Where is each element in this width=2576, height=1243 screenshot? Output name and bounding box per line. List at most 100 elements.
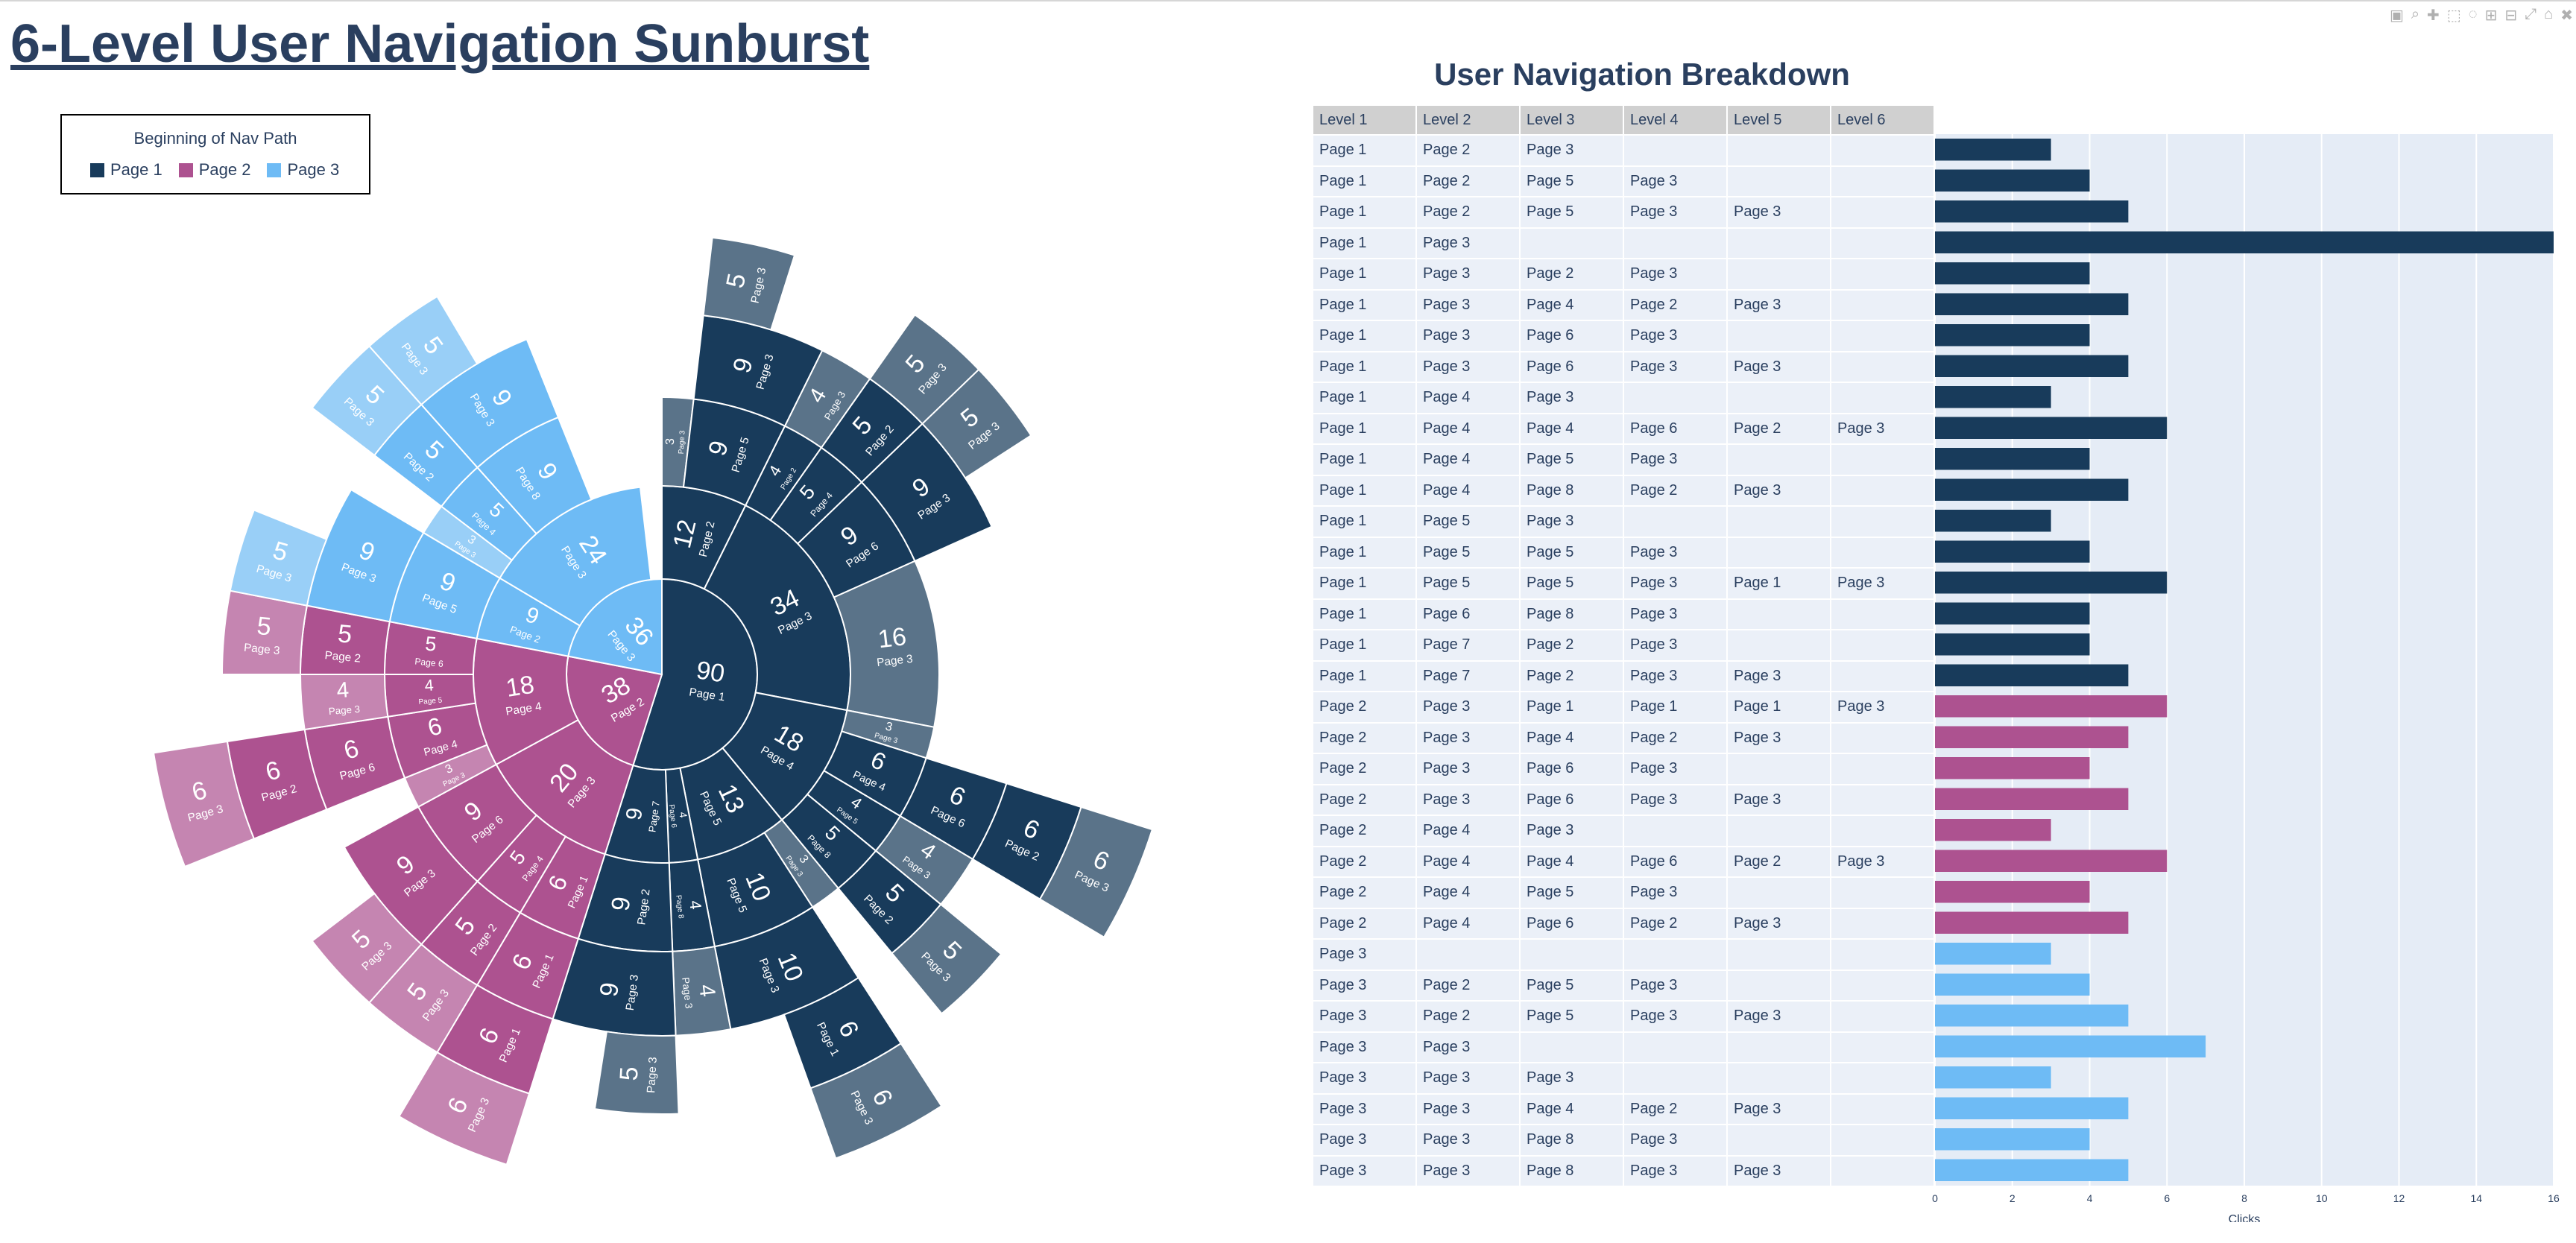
camera-icon[interactable]: ▣ [2389, 7, 2404, 24]
bar[interactable] [1935, 200, 2129, 223]
sunburst-wedge[interactable] [311, 892, 423, 1004]
sunburst-wedge[interactable] [368, 295, 479, 406]
sunburst-wedge[interactable] [702, 236, 796, 331]
bar[interactable] [1935, 386, 2051, 408]
sunburst-wedge[interactable] [229, 509, 328, 607]
sunburst-wedge[interactable] [1038, 806, 1154, 938]
bar[interactable] [1935, 1035, 2206, 1058]
bar[interactable] [1935, 293, 2129, 316]
home-icon[interactable]: ⌂ [2544, 6, 2554, 22]
sunburst-wedge[interactable] [152, 740, 256, 868]
sunburst-wedge[interactable] [593, 1031, 680, 1115]
lasso-select-icon[interactable]: ◌ [2468, 6, 2478, 22]
bar[interactable] [1935, 324, 2090, 347]
autoscale-icon[interactable]: ⤢ [2525, 6, 2537, 22]
zoom-icon[interactable]: ⌕ [2411, 6, 2420, 22]
bar[interactable] [1935, 1066, 2051, 1089]
legend-item-page-2[interactable]: Page 2 [178, 160, 250, 180]
sunburst-wedge[interactable] [398, 1051, 531, 1166]
bar[interactable] [1935, 819, 2051, 841]
bar[interactable] [1935, 1128, 2090, 1151]
bar[interactable] [1935, 355, 2129, 378]
bar[interactable] [1935, 510, 2051, 532]
bar[interactable] [1935, 726, 2129, 749]
plot-modebar[interactable]: ▣ ⌕ ✚ ⬚ ◌ ⊞ ⊟ ⤢ ⌂ ✖ [2390, 6, 2573, 25]
clicks-bar-chart[interactable]: 0 2 4 6 8 10 12 14 16 Clicks [1931, 104, 2572, 1222]
bar[interactable] [1935, 417, 2168, 440]
bar[interactable] [1935, 881, 2090, 903]
bar[interactable] [1935, 664, 2129, 687]
bar[interactable] [1935, 695, 2168, 718]
bar[interactable] [1935, 788, 2129, 811]
zoom-out-icon[interactable]: ⊟ [2504, 7, 2518, 24]
legend-item-page-3[interactable]: Page 3 [267, 160, 339, 180]
bar[interactable] [1935, 850, 2168, 873]
bar[interactable] [1935, 1005, 2129, 1027]
legend-item-page-1[interactable]: Page 1 [90, 160, 162, 180]
sunburst-wedge[interactable] [891, 903, 1003, 1015]
bar[interactable] [1935, 633, 2090, 656]
sunburst-wedge[interactable] [921, 368, 1032, 479]
zoom-in-icon[interactable]: ⊞ [2484, 7, 2498, 24]
bar[interactable] [1935, 1159, 2129, 1182]
bar[interactable] [1935, 262, 2090, 285]
bar[interactable] [1935, 448, 2090, 470]
bar[interactable] [1935, 911, 2129, 934]
bar[interactable] [1935, 231, 2554, 254]
bar[interactable] [1935, 572, 2168, 594]
bar[interactable] [1935, 757, 2090, 779]
pan-icon[interactable]: ✚ [2427, 7, 2440, 24]
bar[interactable] [1935, 602, 2090, 625]
bar[interactable] [1935, 1097, 2129, 1120]
bar[interactable] [1935, 139, 2051, 161]
box-select-icon[interactable]: ⬚ [2446, 7, 2461, 24]
bar[interactable] [1935, 478, 2129, 502]
sunburst-wedge[interactable] [809, 1042, 943, 1160]
bar[interactable] [1935, 973, 2090, 996]
bar[interactable] [1935, 943, 2051, 965]
close-icon[interactable]: ✖ [2560, 7, 2573, 24]
bar[interactable] [1935, 540, 2090, 563]
